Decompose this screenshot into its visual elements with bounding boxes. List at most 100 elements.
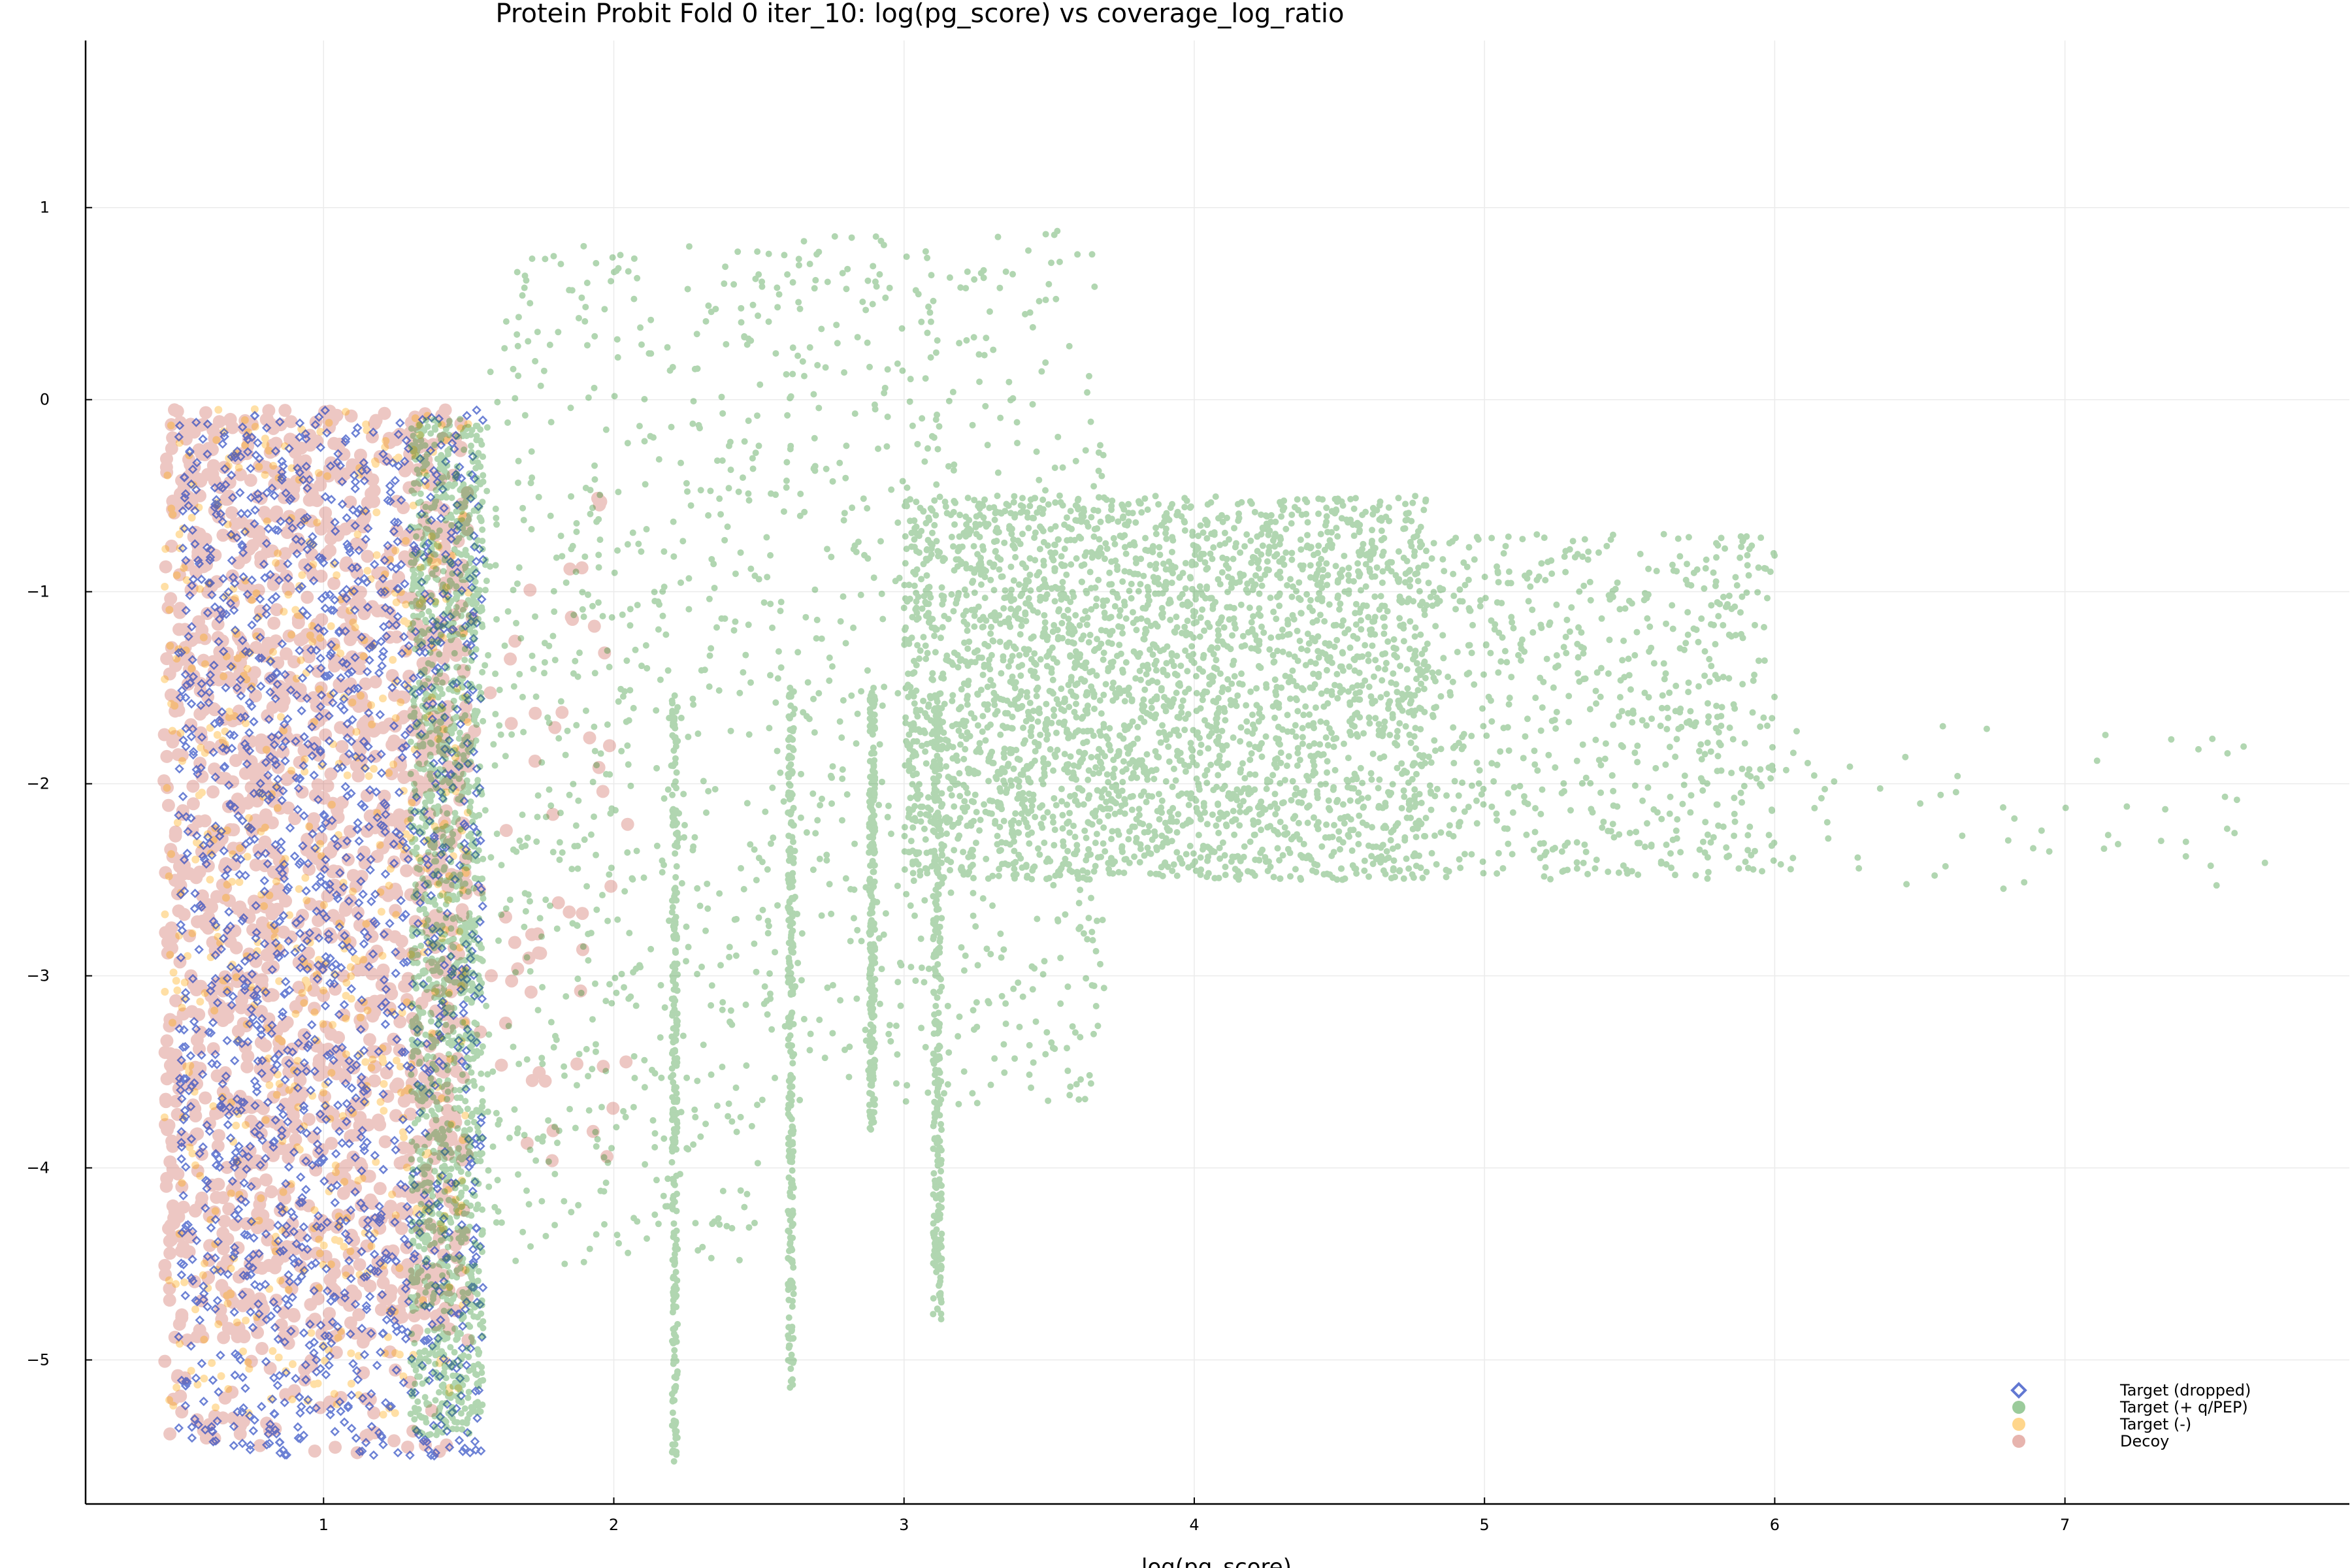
data-point (474, 1399, 482, 1406)
data-point (436, 1173, 443, 1180)
data-point (345, 1284, 359, 1298)
data-point (301, 1184, 311, 1195)
data-point (269, 1347, 277, 1355)
data-point (255, 973, 269, 987)
data-point (278, 404, 292, 417)
data-point (172, 571, 181, 580)
data-point (287, 1307, 301, 1321)
data-point (376, 841, 384, 849)
data-point (163, 1247, 177, 1260)
data-point (227, 1183, 240, 1197)
data-point (570, 1057, 584, 1071)
data-point (417, 858, 424, 866)
data-point (263, 1362, 277, 1375)
data-point (223, 1120, 233, 1130)
data-point (263, 517, 271, 525)
data-point (372, 551, 381, 559)
data-point (458, 1042, 465, 1049)
data-point (376, 721, 390, 734)
data-point (329, 595, 340, 605)
data-point (225, 506, 238, 519)
data-point (378, 1135, 392, 1149)
data-point (301, 874, 310, 882)
data-point (416, 437, 429, 451)
data-point (372, 1360, 382, 1371)
data-point (451, 809, 459, 817)
data-point (421, 1143, 428, 1151)
data-point (468, 1113, 475, 1120)
data-point (274, 549, 282, 557)
data-point (384, 1290, 397, 1303)
data-point (337, 1327, 346, 1335)
data-point (279, 894, 293, 908)
data-point (465, 888, 472, 895)
data-point (187, 1367, 195, 1375)
data-point (428, 818, 435, 825)
data-point (191, 1373, 201, 1383)
data-point (158, 1354, 172, 1368)
data-point (323, 1273, 337, 1286)
data-point (295, 1408, 305, 1418)
data-point (327, 622, 335, 630)
data-point (200, 1374, 208, 1382)
data-point (563, 905, 576, 919)
data-point (449, 943, 456, 950)
data-point (161, 910, 169, 919)
data-point (427, 649, 434, 656)
data-point (465, 1263, 472, 1270)
data-point (305, 823, 314, 831)
data-point (258, 835, 272, 849)
data-point (261, 1116, 270, 1124)
data-point (427, 1088, 434, 1095)
data-point (323, 1307, 336, 1320)
data-point (237, 1439, 248, 1448)
data-point (377, 661, 387, 671)
data-point (449, 1372, 457, 1379)
data-point (400, 864, 414, 877)
data-point (193, 489, 206, 502)
data-point (220, 672, 228, 681)
data-point (265, 1081, 274, 1089)
data-point (174, 1423, 184, 1433)
data-point (163, 783, 171, 792)
data-point (604, 879, 618, 893)
data-point (419, 1430, 426, 1437)
data-point (343, 771, 351, 779)
data-point (430, 966, 444, 979)
data-point (327, 962, 337, 972)
data-point (319, 728, 333, 742)
data-point (336, 1186, 350, 1200)
data-point (274, 1035, 283, 1043)
data-point (199, 1271, 207, 1279)
data-point (466, 1429, 473, 1437)
data-point (459, 1289, 466, 1296)
data-point (444, 1077, 451, 1085)
data-point (165, 606, 174, 614)
data-point (370, 764, 378, 773)
data-point (347, 1379, 355, 1388)
data-point (193, 1323, 206, 1337)
data-point (188, 664, 196, 673)
data-point (229, 941, 243, 955)
data-point (443, 1423, 450, 1430)
data-point (174, 1389, 188, 1403)
data-point (363, 1006, 372, 1015)
data-point (286, 1207, 297, 1217)
data-point (472, 405, 482, 416)
data-point (453, 979, 460, 986)
data-point (382, 1315, 392, 1325)
data-point (463, 601, 470, 608)
data-point (422, 1289, 429, 1296)
data-point (412, 1380, 419, 1388)
data-point (424, 1179, 431, 1186)
data-point (279, 647, 293, 661)
data-point (427, 1075, 434, 1082)
data-point (461, 645, 468, 653)
data-point (348, 1359, 358, 1369)
data-point (467, 798, 474, 806)
data-point (166, 1230, 180, 1244)
data-point (272, 877, 280, 886)
data-point (412, 881, 419, 889)
data-point (335, 740, 349, 753)
data-point (459, 1426, 466, 1433)
